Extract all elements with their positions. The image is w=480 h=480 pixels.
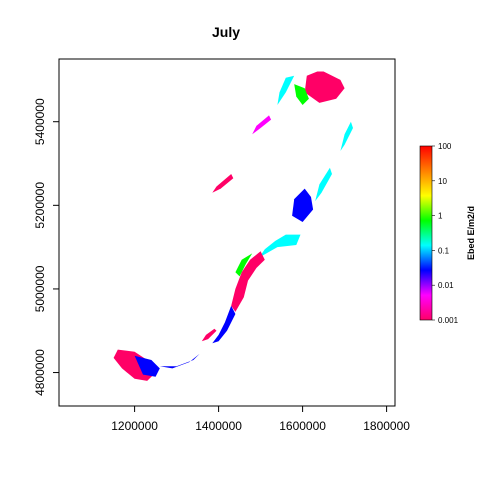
data-layer xyxy=(113,71,353,381)
region-east-coast-north xyxy=(340,121,353,151)
colorbar-tick-label: 0.1 xyxy=(438,246,450,255)
region-south-island-north xyxy=(256,234,301,262)
region-south-island-mid-cyan xyxy=(235,253,253,277)
region-south-island-lower xyxy=(212,305,236,344)
region-southland-coast xyxy=(159,353,200,369)
region-north-tip xyxy=(304,71,345,103)
region-north-west-coast xyxy=(277,75,295,105)
colorbar-tick-label: 10 xyxy=(438,177,447,186)
y-tick-label: 4800000 xyxy=(33,349,47,396)
region-north-tip-edge xyxy=(294,84,309,105)
colorbar-gradient xyxy=(419,145,433,321)
region-east-coast-upper xyxy=(315,167,332,202)
y-axis: 4800000 5000000 5200000 5400000 xyxy=(33,98,60,396)
colorbar-tick-label: 0.01 xyxy=(438,281,454,290)
x-tick-label: 1600000 xyxy=(279,419,326,433)
region-south-island-mid xyxy=(231,251,265,312)
region-southland-blue xyxy=(134,355,160,377)
colorbar-tick-label: 100 xyxy=(438,142,452,151)
colorbar-tick-label: 1 xyxy=(438,212,443,221)
y-tick-label: 5000000 xyxy=(33,265,47,312)
x-tick-label: 1400000 xyxy=(195,419,242,433)
x-tick-label: 1200000 xyxy=(111,419,158,433)
x-axis: 1200000 1400000 1600000 1800000 xyxy=(111,405,410,433)
colorbar-tick-label: 0.001 xyxy=(438,316,459,325)
colorbar: 0.001 0.01 0.1 1 10 100 Ebed E/m2/d xyxy=(419,142,476,325)
region-cook-strait-bay xyxy=(292,188,314,222)
y-tick-label: 5200000 xyxy=(33,182,47,229)
plot-frame xyxy=(58,58,396,407)
x-tick-label: 1800000 xyxy=(363,419,410,433)
y-tick-label: 5400000 xyxy=(33,98,47,145)
region-canterbury-spot xyxy=(201,328,217,342)
region-west-coast-upper xyxy=(212,174,234,193)
colorbar-label: Ebed E/m2/d xyxy=(466,206,476,260)
chart-title: July xyxy=(212,24,240,40)
region-west-coast-mid xyxy=(252,115,272,135)
